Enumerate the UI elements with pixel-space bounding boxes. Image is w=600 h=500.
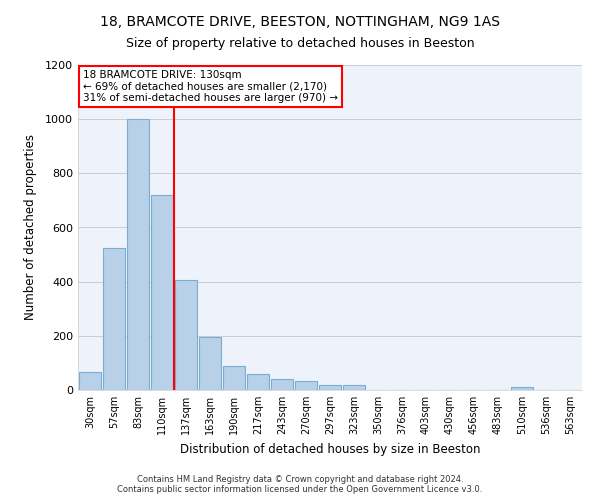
Bar: [271, 379, 293, 390]
Bar: [295, 382, 317, 390]
Bar: [343, 385, 365, 390]
Bar: [127, 119, 149, 390]
Bar: [175, 280, 197, 390]
Text: 18 BRAMCOTE DRIVE: 130sqm
← 69% of detached houses are smaller (2,170)
31% of se: 18 BRAMCOTE DRIVE: 130sqm ← 69% of detac…: [83, 70, 338, 103]
Bar: [103, 248, 125, 390]
Text: Size of property relative to detached houses in Beeston: Size of property relative to detached ho…: [125, 38, 475, 51]
Y-axis label: Number of detached properties: Number of detached properties: [23, 134, 37, 320]
Bar: [151, 195, 173, 390]
Text: 18, BRAMCOTE DRIVE, BEESTON, NOTTINGHAM, NG9 1AS: 18, BRAMCOTE DRIVE, BEESTON, NOTTINGHAM,…: [100, 15, 500, 29]
Bar: [199, 337, 221, 390]
X-axis label: Distribution of detached houses by size in Beeston: Distribution of detached houses by size …: [180, 442, 480, 456]
Bar: [79, 372, 101, 390]
Bar: [511, 387, 533, 390]
Text: Contains HM Land Registry data © Crown copyright and database right 2024.
Contai: Contains HM Land Registry data © Crown c…: [118, 474, 482, 494]
Bar: [223, 366, 245, 390]
Bar: [247, 374, 269, 390]
Bar: [319, 384, 341, 390]
